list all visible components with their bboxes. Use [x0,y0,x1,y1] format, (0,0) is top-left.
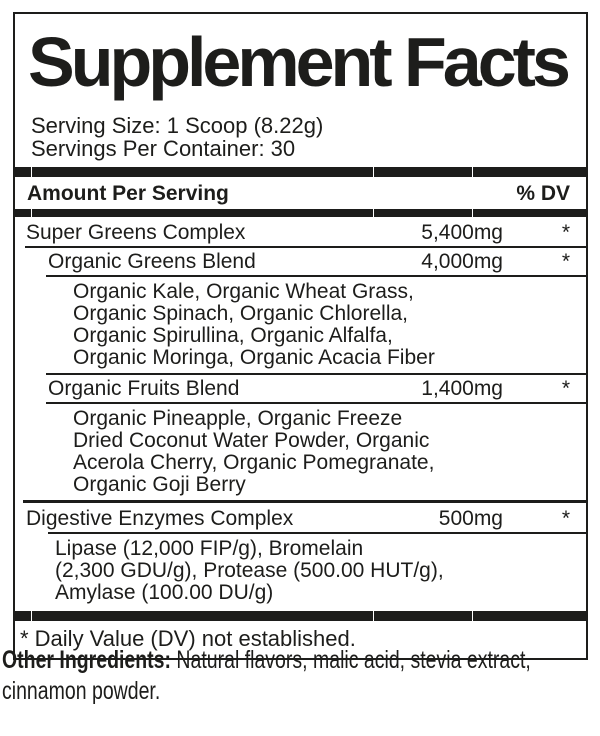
group-divider-thick [23,500,586,503]
ingredient-row-digestive-enzymes: Digestive Enzymes Complex 500mg * [25,503,586,532]
sub-ingredients-fruits: Organic Pineapple, Organic Freeze Dried … [73,407,435,496]
ingredient-amount: 4,000mg [421,250,503,273]
row-divider [46,275,586,277]
serving-info: Serving Size: 1 Scoop (8.22g) Servings P… [15,114,586,160]
ingredient-name: Digestive Enzymes Complex [26,507,294,530]
other-ingredients: Other Ingredients: Natural flavors, mali… [2,645,599,707]
ingredient-name: Organic Fruits Blend [48,377,240,400]
ingredient-amount: 5,400mg [421,221,503,244]
sub-ingredients-enzymes: Lipase (12,000 FIP/g), Bromelain (2,300 … [55,537,444,604]
ingredient-row-super-greens: Super Greens Complex 5,400mg * [25,217,586,246]
ingredient-amount: 500mg [438,507,503,530]
ingredient-row-greens-blend: Organic Greens Blend 4,000mg * [46,248,586,275]
sub-ingredients-greens: Organic Kale, Organic Wheat Grass, Organ… [73,280,435,369]
column-header-row: Amount Per Serving % DV [15,177,586,209]
daily-value-asterisk: * [561,250,570,273]
ingredient-amount: 1,400mg [421,377,503,400]
row-divider [46,402,586,404]
other-ingredients-label: Other Ingredients: [2,646,172,674]
row-divider [46,373,586,375]
separator-bar-header [15,209,586,217]
amount-per-serving-header: Amount Per Serving [27,182,229,205]
other-ingredients-text: Natural flavors, malic acid, stevia extr… [2,646,531,705]
separator-bar-top [15,167,586,177]
servings-per-container: Servings Per Container: 30 [31,136,296,161]
row-divider [25,246,586,248]
daily-value-asterisk: * [561,377,570,400]
percent-dv-header: % DV [516,182,570,205]
supplement-facts-panel: Supplement Facts Serving Size: 1 Scoop (… [13,12,588,660]
footnote-daily-value: * Daily Value (DV) not established. [20,626,356,651]
supplement-facts-title: Supplement Facts [28,23,571,101]
ingredient-name: Organic Greens Blend [48,250,256,273]
daily-value-asterisk: * [561,507,570,530]
serving-size: Serving Size: 1 Scoop (8.22g) [31,113,324,138]
daily-value-asterisk: * [561,221,570,244]
ingredient-row-fruits-blend: Organic Fruits Blend 1,400mg * [46,375,586,402]
ingredient-name: Super Greens Complex [26,221,246,244]
separator-bar-bottom [15,611,586,621]
row-divider [48,532,586,534]
